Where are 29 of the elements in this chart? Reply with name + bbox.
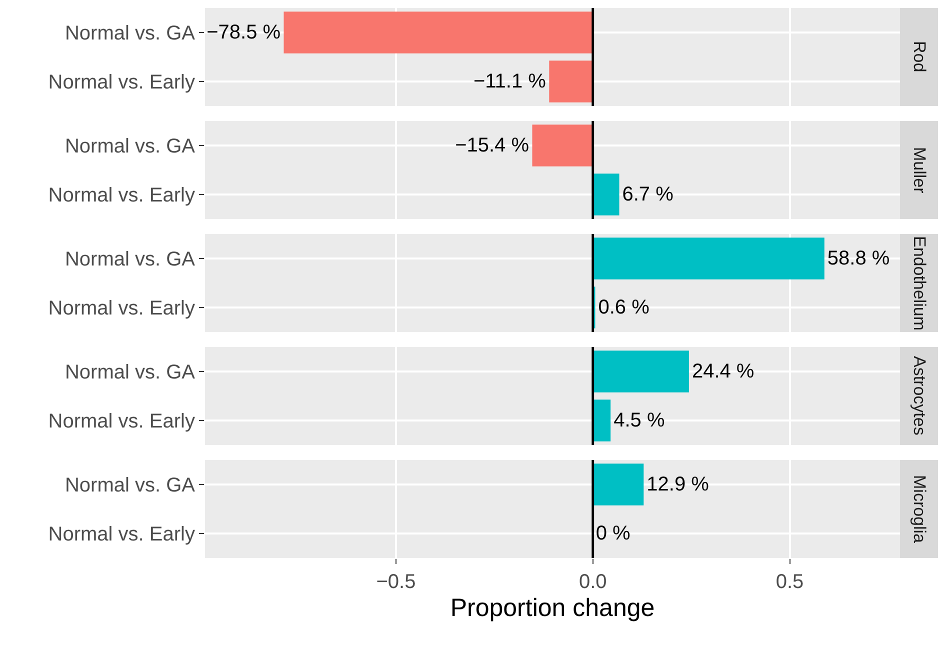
x-tick-label: 0.0 bbox=[578, 571, 607, 593]
x-tick-label: −0.5 bbox=[376, 571, 416, 593]
y-tick-label: Normal vs. Early bbox=[48, 298, 195, 320]
data-label: 0 % bbox=[596, 522, 631, 544]
y-tick-label: Normal vs. Early bbox=[48, 410, 195, 432]
data-label: 12.9 % bbox=[646, 474, 710, 496]
data-label: 58.8 % bbox=[827, 248, 890, 270]
x-tick-label: 0.5 bbox=[776, 571, 804, 593]
data-label: 6.7 % bbox=[622, 184, 674, 206]
y-tick-label: Normal vs. GA bbox=[64, 362, 196, 384]
data-label: 4.5 % bbox=[614, 410, 665, 432]
y-tick-label: Normal vs. GA bbox=[64, 474, 196, 496]
y-tick-label: Normal vs. Early bbox=[48, 524, 195, 546]
y2-axis-title: Endothelium bbox=[900, 234, 938, 332]
y-tick-label: Normal vs. Early bbox=[48, 184, 195, 206]
y2-axis-title: Microglia bbox=[900, 460, 938, 558]
y2-axis-title: Muller bbox=[900, 121, 938, 219]
y-tick-label: Normal vs. GA bbox=[64, 136, 196, 158]
data-label: 0.6 % bbox=[598, 296, 650, 318]
data-label: 24.4 % bbox=[692, 360, 754, 383]
y-tick-label: Normal vs. GA bbox=[64, 248, 196, 270]
y-tick-label: Normal vs. GA bbox=[64, 22, 196, 44]
y2-axis-title: Rod bbox=[900, 8, 938, 106]
data-label: −15.4 % bbox=[455, 134, 530, 157]
data-label: −11.1 % bbox=[473, 70, 546, 92]
y2-axis-title: Astrocytes bbox=[900, 347, 938, 445]
y-tick-label: Normal vs. Early bbox=[48, 72, 195, 94]
x-axis-title: Proportion change bbox=[450, 594, 655, 622]
data-label: −78.5 % bbox=[206, 22, 281, 44]
